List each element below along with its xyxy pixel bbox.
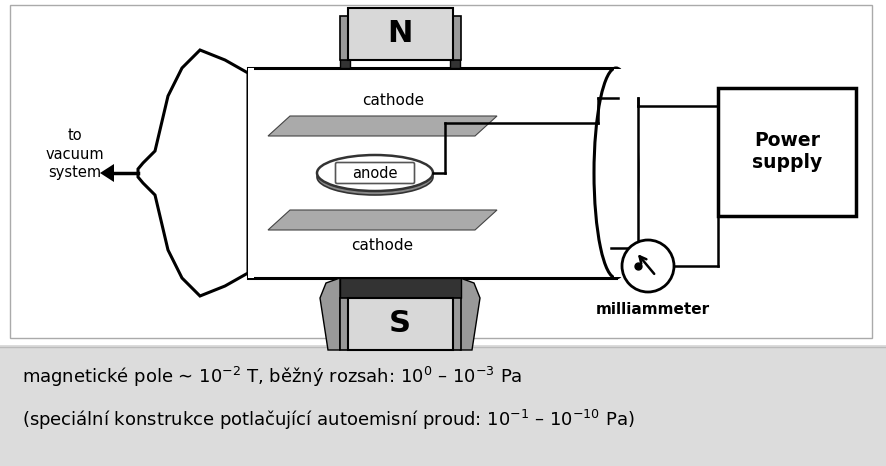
Polygon shape — [138, 50, 248, 296]
Bar — [248, 68, 616, 278]
Text: anode: anode — [353, 165, 398, 180]
Text: Power
supply: Power supply — [752, 131, 822, 172]
Bar — [0, 345, 886, 466]
Polygon shape — [320, 278, 340, 350]
Polygon shape — [268, 116, 497, 136]
Text: cathode: cathode — [352, 238, 414, 253]
Ellipse shape — [317, 155, 433, 191]
Text: to
vacuum
system: to vacuum system — [46, 128, 105, 180]
Bar — [340, 278, 461, 298]
Bar — [718, 88, 856, 216]
Text: S: S — [389, 309, 411, 338]
Bar — [348, 298, 453, 350]
Circle shape — [622, 240, 674, 292]
Bar — [614, 69, 638, 277]
Text: milliammeter: milliammeter — [596, 302, 710, 317]
Ellipse shape — [594, 68, 638, 278]
Polygon shape — [340, 58, 350, 68]
Bar — [340, 298, 461, 350]
Text: cathode: cathode — [362, 93, 424, 108]
Bar — [348, 8, 453, 60]
Polygon shape — [268, 210, 497, 230]
Text: (speciální konstrukce potlačující autoemisní proud: 10$^{-1}$ – 10$^{-10}$ Pa): (speciální konstrukce potlačující autoem… — [22, 408, 634, 432]
Bar — [0, 0, 886, 345]
FancyBboxPatch shape — [336, 163, 415, 184]
Bar — [248, 68, 254, 278]
Text: N: N — [387, 20, 413, 48]
Polygon shape — [460, 278, 480, 350]
Polygon shape — [100, 164, 114, 182]
Bar — [340, 16, 461, 60]
Bar — [10, 5, 872, 338]
Text: magnetické pole ∼ 10$^{-2}$ T, běžný rozsah: 10$^{0}$ – 10$^{-3}$ Pa: magnetické pole ∼ 10$^{-2}$ T, běžný roz… — [22, 365, 523, 389]
Polygon shape — [450, 58, 460, 68]
Ellipse shape — [317, 159, 433, 195]
